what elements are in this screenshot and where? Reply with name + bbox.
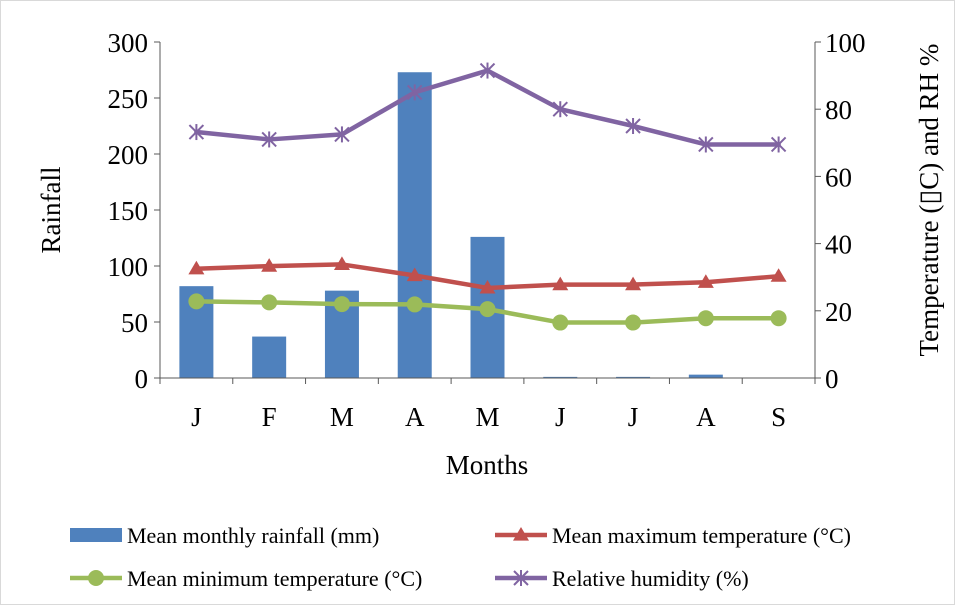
x-tick-label: J [555,402,566,432]
x-tick-label: J [628,402,639,432]
circle-marker [333,296,350,313]
star-marker [513,570,529,586]
right-tick-label: 40 [825,230,852,260]
circle-marker [188,293,205,310]
triangle-marker [479,279,496,294]
left-tick-label: 100 [108,252,149,282]
right-tick-label: 100 [825,28,866,58]
x-tick-label: S [771,402,786,432]
left-tick-label: 200 [108,140,149,170]
star-marker [261,131,277,148]
star-marker [552,101,568,118]
left-tick-label: 250 [108,84,149,114]
left-tick-label: 0 [135,364,149,394]
legend-label: Mean maximum temperature (°C) [552,523,851,548]
star-marker [698,136,714,153]
legend-label: Mean monthly rainfall (mm) [127,523,379,548]
left-tick-label: 150 [108,196,149,226]
star-marker [770,136,787,153]
x-axis-title: Months [446,450,529,480]
rainfall-bar [397,72,432,379]
triangle-marker [552,276,569,291]
circle-marker [261,294,278,311]
right-axis-title: Temperature (▯C) and RH % [914,44,944,357]
triangle-marker [513,527,529,541]
x-tick-label: A [405,402,425,432]
triangle-marker [697,274,714,288]
left-axis-title: Rainfall [36,167,66,254]
circle-marker [697,310,714,327]
triangle-marker [770,268,787,282]
right-tick-label: 80 [825,95,852,125]
rainfall-bar [252,336,287,378]
x-tick-label: M [330,402,354,432]
triangle-marker [261,258,278,272]
circle-marker [88,570,104,586]
circle-marker [770,310,787,327]
legend-label: Mean minimum temperature (°C) [127,566,422,591]
rainfall-bar [543,376,578,378]
circle-marker [625,314,642,331]
rainfall-bar [688,374,723,378]
legend: Mean monthly rainfall (mm) Mean maximum t… [70,523,851,591]
circle-marker [406,296,423,313]
star-marker [407,84,423,101]
triangle-marker [625,276,642,291]
star-marker [625,118,641,134]
triangle-marker [333,256,350,271]
series-lines [188,62,787,331]
left-tick-label: 50 [121,308,148,338]
star-marker [334,126,350,143]
rainfall-bar [616,376,651,378]
axes [154,41,821,384]
x-tick-label: F [262,402,277,432]
triangle-marker [406,267,423,282]
right-tick-label: 20 [825,297,852,327]
legend-label: Relative humidity (%) [552,566,749,591]
triangle-marker [188,260,205,275]
circle-marker [552,314,569,331]
star-marker [479,62,496,79]
right-tick-label: 60 [825,162,852,192]
right-tick-label: 0 [825,364,839,394]
x-tick-label: M [475,402,499,432]
left-tick-label: 300 [108,28,149,58]
star-marker [188,124,205,141]
circle-marker [479,301,496,318]
legend-swatch-bar [70,528,122,542]
axis-labels: 0 50 100 150 200 250 300 0 20 40 60 80 100 J F M A M J J A S M… [36,28,944,480]
x-tick-label: J [191,402,202,432]
x-tick-label: A [696,402,716,432]
